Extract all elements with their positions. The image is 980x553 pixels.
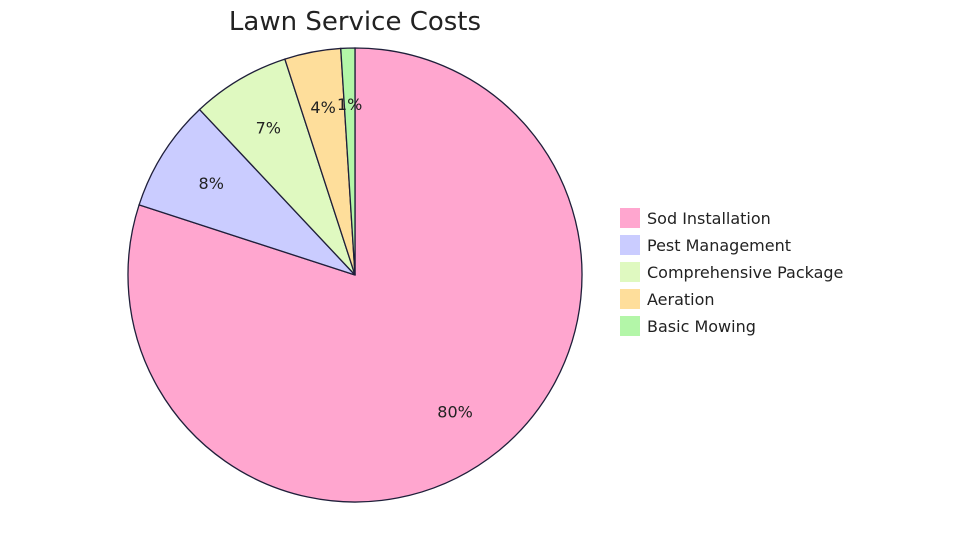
pie-slice-labels: 80% 8% 7% 4% 1% [199,95,473,422]
legend: Sod Installation Pest Management Comprehen… [620,208,843,336]
legend-label: Basic Mowing [647,317,756,336]
legend-swatch [620,208,640,228]
legend-label: Aeration [647,290,715,309]
legend-item-aeration: Aeration [620,289,715,309]
legend-item-sod-installation: Sod Installation [620,208,771,228]
legend-swatch [620,235,640,255]
slice-label-aeration: 4% [310,98,335,117]
legend-label: Sod Installation [647,209,771,228]
slice-label-sod-installation: 80% [437,403,473,422]
chart-title: Lawn Service Costs [229,7,481,37]
slice-label-comprehensive-package: 7% [256,118,281,137]
pie-slice-pest-management [138,108,356,276]
legend-label: Pest Management [647,236,791,255]
legend-label: Comprehensive Package [647,263,843,282]
legend-swatch [620,316,640,336]
legend-item-pest-management: Pest Management [620,235,791,255]
slice-label-pest-management: 8% [199,174,224,193]
slice-label-basic-mowing: 1% [337,95,362,114]
legend-swatch [620,289,640,309]
pie-slices [127,47,583,503]
legend-item-basic-mowing: Basic Mowing [620,316,756,336]
legend-swatch [620,262,640,282]
pie-slice-basic-mowing [340,47,356,276]
legend-item-comprehensive-package: Comprehensive Package [620,262,843,282]
